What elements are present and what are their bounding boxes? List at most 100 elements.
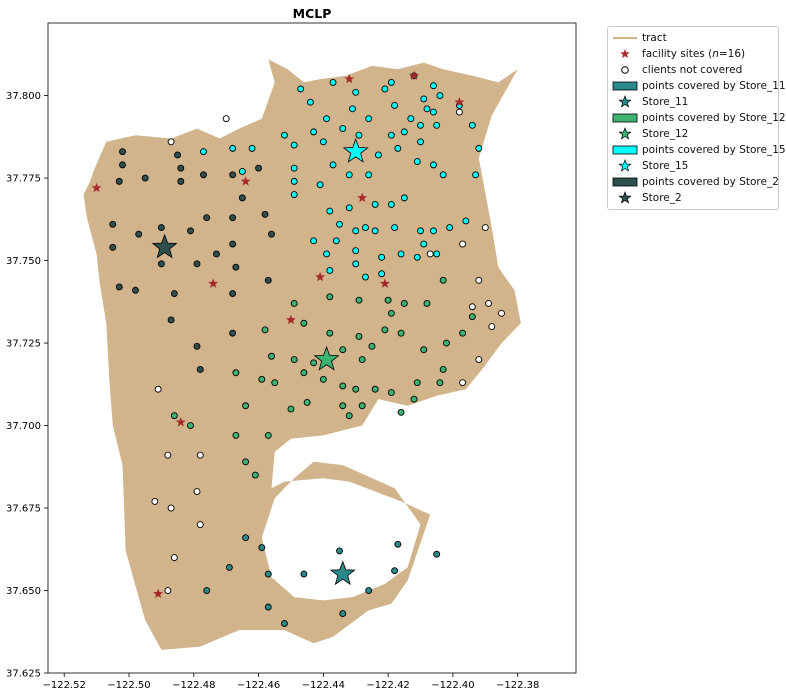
- covered-point: [229, 144, 237, 152]
- covered-point: [238, 168, 246, 175]
- covered-point: [420, 346, 428, 354]
- covered-point: [242, 458, 250, 466]
- covered-point: [371, 385, 379, 393]
- covered-point: [119, 148, 126, 156]
- y-tick-label: 37.650: [6, 586, 41, 597]
- covered-point: [339, 382, 347, 390]
- legend-patch-icon: [610, 110, 640, 126]
- covered-point: [261, 210, 269, 218]
- covered-point: [339, 346, 347, 354]
- covered-point: [141, 174, 149, 182]
- facility-site-star: [315, 271, 326, 282]
- legend-item-clients: clients not covered: [608, 62, 778, 78]
- covered-point: [417, 227, 424, 235]
- x-tick-label: −122.38: [496, 680, 539, 691]
- covered-point: [413, 379, 421, 387]
- covered-point: [281, 131, 288, 139]
- covered-point: [290, 356, 298, 363]
- covered-point: [420, 240, 428, 248]
- covered-point: [200, 148, 207, 156]
- covered-point: [352, 88, 360, 96]
- client-not-covered-point: [164, 451, 172, 459]
- covered-point: [378, 270, 386, 278]
- client-not-covered-point: [475, 356, 483, 363]
- covered-point: [229, 240, 237, 248]
- covered-point: [397, 250, 405, 258]
- x-tick-label: −122.48: [172, 680, 215, 691]
- covered-point: [319, 138, 327, 146]
- covered-point: [371, 201, 379, 208]
- covered-point: [232, 263, 240, 271]
- covered-point: [326, 267, 334, 274]
- covered-point: [365, 115, 373, 123]
- covered-point: [387, 131, 395, 139]
- covered-point: [261, 326, 269, 334]
- client-not-covered-point: [154, 385, 162, 393]
- covered-point: [119, 161, 126, 169]
- clients-not-covered-layer: [151, 108, 505, 594]
- client-not-covered-point: [459, 240, 467, 248]
- x-axis: −122.52 −122.50 −122.48 −122.46 −122.44 −122.…: [43, 673, 539, 691]
- covered-point: [387, 201, 395, 208]
- covered-point: [232, 431, 240, 439]
- covered-point: [271, 379, 279, 387]
- client-not-covered-point: [167, 504, 175, 512]
- legend-star-icon: [610, 94, 640, 110]
- covered-point: [268, 352, 275, 360]
- covered-point: [167, 316, 175, 324]
- covered-point: [323, 115, 331, 123]
- covered-point: [290, 141, 298, 149]
- covered-points-store-12: [170, 276, 476, 479]
- covered-point: [355, 333, 363, 340]
- covered-point: [177, 164, 185, 172]
- covered-point: [417, 121, 424, 129]
- client-not-covered-point: [222, 115, 230, 123]
- store-markers-layer: [151, 138, 369, 586]
- covered-point: [109, 243, 117, 251]
- client-not-covered-point: [475, 276, 483, 284]
- covered-point: [355, 131, 363, 139]
- covered-point: [109, 220, 117, 228]
- covered-point: [339, 402, 347, 410]
- y-axis: 37.625 37.650 37.675 37.700 37.725 37.750 37.7…: [6, 91, 48, 680]
- covered-point: [439, 171, 447, 179]
- store-marker-store-2: [151, 233, 178, 259]
- legend-label-store-12: Store_12: [642, 128, 689, 140]
- client-not-covered-point: [193, 488, 201, 495]
- covered-point: [468, 121, 476, 129]
- covered-point: [323, 250, 331, 258]
- covered-point: [459, 329, 467, 337]
- facility-site-star: [379, 278, 390, 288]
- facility-site-star: [208, 278, 219, 288]
- legend-patch-icon: [610, 174, 640, 190]
- facility-site-star: [286, 314, 296, 325]
- covered-point: [326, 293, 334, 301]
- facility-site-star: [454, 96, 465, 107]
- covered-point: [430, 161, 437, 169]
- legend-label-points-store-12: points covered by Store_12: [642, 112, 786, 124]
- chart-title: MCLP: [293, 6, 332, 21]
- covered-point: [297, 85, 305, 93]
- covered-point: [329, 161, 337, 169]
- legend-star-icon: [610, 190, 640, 206]
- covered-point: [264, 603, 272, 611]
- legend-label-points-store-15: points covered by Store_15: [642, 144, 786, 156]
- covered-point: [310, 359, 318, 367]
- covered-point: [361, 273, 369, 281]
- covered-point: [381, 326, 389, 334]
- client-not-covered-point: [488, 323, 496, 331]
- covered-point: [339, 125, 347, 133]
- covered-point: [442, 339, 450, 347]
- covered-point: [358, 402, 366, 410]
- client-not-covered-point: [196, 451, 204, 459]
- legend-line-swatch: [610, 30, 640, 46]
- legend-circle-icon: [610, 62, 640, 78]
- plot-area: [83, 59, 521, 650]
- axes-frame: [47, 22, 577, 674]
- covered-point: [132, 286, 139, 294]
- legend-star-icon: [610, 158, 640, 174]
- legend-patch-icon: [610, 142, 640, 158]
- covered-point: [232, 369, 240, 377]
- covered-point: [290, 177, 298, 185]
- covered-point: [196, 365, 204, 373]
